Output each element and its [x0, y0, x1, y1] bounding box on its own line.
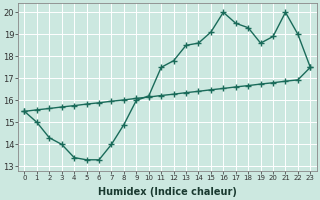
X-axis label: Humidex (Indice chaleur): Humidex (Indice chaleur) — [98, 187, 237, 197]
